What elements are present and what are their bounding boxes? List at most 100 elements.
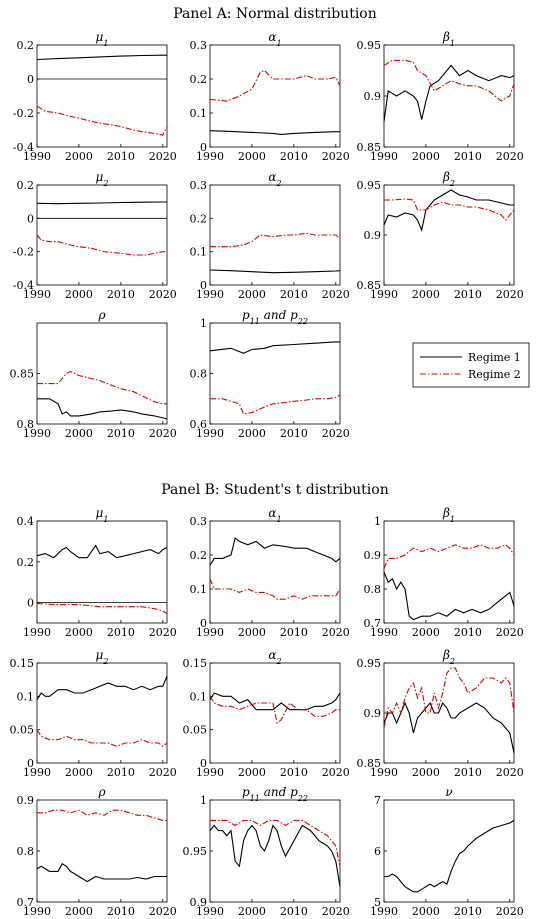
panel-a-alpha2-series-regime-1 xyxy=(209,269,341,274)
panel-b-mu1-xtick-label: 2010 xyxy=(107,626,135,639)
panel-b-alpha2-xtick-label: 2020 xyxy=(322,766,350,779)
panel-b-rho-series-regime-2 xyxy=(37,809,167,821)
panel-a-alpha2-series-regime-2 xyxy=(210,232,341,248)
panel-b-rho-series-regime-1 xyxy=(36,863,167,883)
panel-a-alpha1-axes xyxy=(209,44,341,148)
panel-b-nu-xtick-label: 2010 xyxy=(454,905,482,918)
panel-b-nu-title: ν xyxy=(445,785,452,799)
panel-b-beta1-series-regime-1 xyxy=(383,571,515,621)
panel-b-mu2-ytick-label: 0.05 xyxy=(10,724,35,737)
panel-a-beta2-axes xyxy=(383,184,515,286)
panel-a-mu1-ytick-label: 0.2 xyxy=(17,39,35,52)
panel-a-alpha2-xtick-label: 2000 xyxy=(238,288,266,301)
panel-b-p11-and-p22-title: p11 and p22 xyxy=(242,785,308,803)
panel-b-mu1-xtick-label: 2000 xyxy=(65,626,93,639)
panel-b-mu1-series-regime-1 xyxy=(36,544,168,559)
panel-a-alpha2-title: α2 xyxy=(268,170,281,188)
panel-b-alpha1-series-regime-2 xyxy=(209,578,341,600)
panel-b-beta2-xtick-label: 2000 xyxy=(412,766,440,779)
panel-a-beta1-ytick-label: 0.85 xyxy=(357,141,382,154)
panel-b-alpha2-xtick-label: 2000 xyxy=(238,766,266,779)
panel-b-beta1-title: β1 xyxy=(442,506,455,524)
panel-a-mu2-title: μ2 xyxy=(96,170,109,188)
panel-a-mu1-xtick-label: 2000 xyxy=(65,150,93,163)
panel-b-beta2-title: β2 xyxy=(442,648,455,666)
panel-b-nu-ytick-label: 7 xyxy=(374,794,381,807)
panel-a-mu2-xtick-label: 2000 xyxy=(65,288,93,301)
panel-a-alpha1-xtick-label: 2020 xyxy=(322,150,350,163)
panel-a-mu2-axes xyxy=(36,184,168,286)
panel-a-mu1-axes xyxy=(36,44,168,148)
panel-b-mu2-xtick-label: 1990 xyxy=(23,766,51,779)
panel-a-p11-and-p22-series-regime-1 xyxy=(209,341,340,354)
panel-a-mu2-xtick-label: 2020 xyxy=(149,288,177,301)
panel-b-alpha2-axes xyxy=(209,662,341,764)
panel-b-rho-ytick-label: 0.9 xyxy=(17,794,35,807)
panel-a-alpha1-xtick-label: 2010 xyxy=(280,150,308,163)
panel-a-mu1-ytick-label: -0.4 xyxy=(13,141,34,154)
panel-a-rho-xtick-label: 1990 xyxy=(23,427,51,440)
panel-a-beta1-xtick-label: 2020 xyxy=(496,150,524,163)
panel-a-p11-and-p22-ytick-label: 0.8 xyxy=(190,368,208,381)
panel-b-mu2-xtick-label: 2010 xyxy=(107,766,135,779)
panel-b-mu2-series-regime-2 xyxy=(36,729,168,747)
panel-a-alpha1-title: α1 xyxy=(268,30,281,48)
panel-b-beta1-ytick-label: 0.9 xyxy=(364,549,382,562)
panel-a-mu2-ytick-label: -0.2 xyxy=(13,246,34,259)
panel-a-mu2-ytick-label: 0 xyxy=(27,212,34,225)
panel-b-rho-ytick-label: 0.8 xyxy=(17,845,35,858)
panel-b-alpha2-ytick-label: 0.1 xyxy=(190,690,208,703)
panel-a-beta2-xtick-label: 1990 xyxy=(370,288,398,301)
panel-a-beta2-series-regime-2 xyxy=(384,198,515,221)
panel-a-alpha2-xtick-label: 1990 xyxy=(196,288,224,301)
panel-a-mu2-series-regime-2 xyxy=(36,234,167,256)
panel-b-alpha1-ytick-label: 0.3 xyxy=(190,515,208,528)
panel-a-alpha1-ytick-label: 0.3 xyxy=(190,39,208,52)
panel-b-beta2-series-regime-1 xyxy=(383,701,515,754)
panel-b-mu1-ytick-label: 0 xyxy=(27,597,34,610)
panel-a-alpha1-ytick-label: 0.2 xyxy=(190,73,208,86)
panel-a-alpha2-axes xyxy=(209,184,341,286)
panel-a-p11-and-p22-title: p11 and p22 xyxy=(242,308,308,326)
panel-b-alpha1-title: α1 xyxy=(268,506,281,524)
panel-b-p11-and-p22-xtick-label: 1990 xyxy=(196,905,224,918)
panel-b-mu1-ytick-label: 0.4 xyxy=(17,515,35,528)
panel-b-alpha1-series-regime-1 xyxy=(209,537,341,566)
panel-b-beta2-ytick-label: 0.9 xyxy=(364,707,382,720)
panel-b-alpha2-xtick-label: 2010 xyxy=(280,766,308,779)
panel-b-alpha2-xtick-label: 1990 xyxy=(196,766,224,779)
panel-b-beta2-xtick-label: 1990 xyxy=(370,766,398,779)
panel-a-beta1-ytick-label: 0.9 xyxy=(364,90,382,103)
panel-a-rho-title: ρ xyxy=(97,308,105,322)
panel-a-mu1-ytick-label: 0 xyxy=(27,73,34,86)
panel-b-alpha2-ytick-label: 0.15 xyxy=(183,657,208,670)
panel-b-nu-xtick-label: 2020 xyxy=(496,905,524,918)
panel-b-p11-and-p22-xtick-label: 2020 xyxy=(322,905,350,918)
panel-a-rho-ytick-label: 0.8 xyxy=(17,418,35,431)
panel-b-rho-ytick-label: 0.7 xyxy=(17,896,35,909)
panel-a-beta1-ytick-label: 0.95 xyxy=(357,39,382,52)
panel-b-p11-and-p22-series-regime-2 xyxy=(210,819,341,867)
panel-b-p11-and-p22-ytick-label: 1 xyxy=(200,794,207,807)
panel-a-mu1-xtick-label: 1990 xyxy=(23,150,51,163)
panel-a-alpha2-xtick-label: 2010 xyxy=(280,288,308,301)
panel-b-beta1-ytick-label: 0.7 xyxy=(364,617,382,630)
panel-b-mu1-xtick-label: 1990 xyxy=(23,626,51,639)
panel-b-beta1-xtick-label: 2000 xyxy=(412,626,440,639)
panel-a-alpha2-ytick-label: 0 xyxy=(200,279,207,292)
panel-b-beta1-xtick-label: 1990 xyxy=(370,626,398,639)
panel-b-beta1-ytick-label: 1 xyxy=(374,515,381,528)
panel-a-mu2-ytick-label: 0.2 xyxy=(17,179,35,192)
panel-b-rho-title: ρ xyxy=(97,785,105,799)
panel-b-p11-and-p22-xtick-label: 2000 xyxy=(238,905,266,918)
panel-a-mu1-ytick-label: -0.2 xyxy=(13,107,34,120)
panel-b-rho-xtick-label: 1990 xyxy=(23,905,51,918)
panel-a-beta2-ytick-label: 0.9 xyxy=(364,229,382,242)
panel-b-alpha1-axes xyxy=(209,520,341,624)
